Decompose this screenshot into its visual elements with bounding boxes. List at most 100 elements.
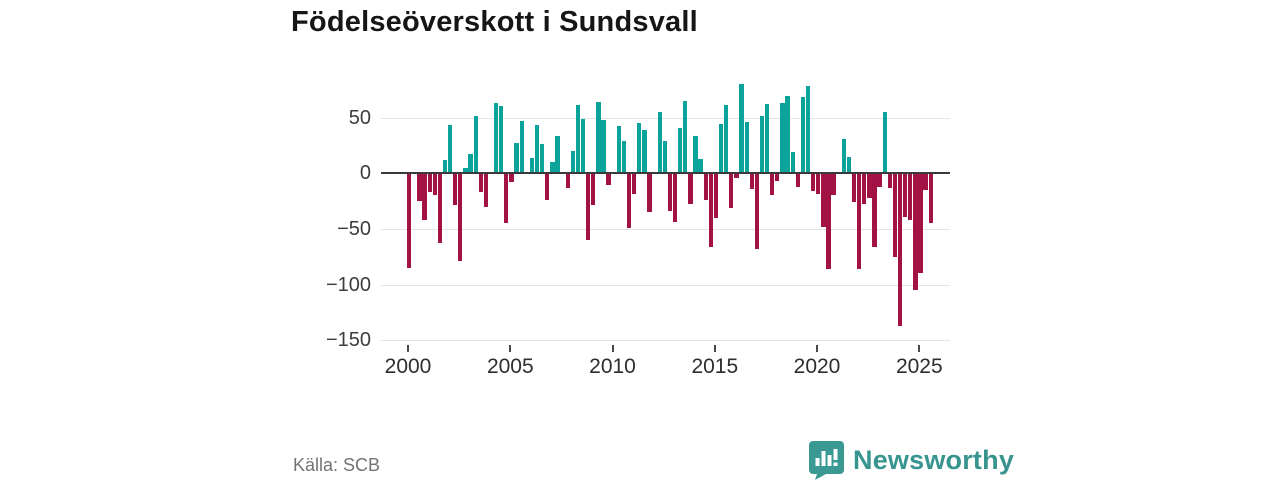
bar-2021-q3 xyxy=(846,156,852,174)
source-note: Källa: SCB xyxy=(293,455,381,475)
bar-2017-q2 xyxy=(759,116,765,174)
bar-2024-q3 xyxy=(908,173,913,220)
x-axis-tick-label: 2020 xyxy=(793,355,841,378)
bar-2019-q3 xyxy=(805,86,811,174)
bar-2023-q3 xyxy=(887,173,892,188)
bar-2024-q2 xyxy=(903,173,908,217)
gridline-y-50 xyxy=(381,228,950,230)
bar-2015-q3 xyxy=(724,105,729,174)
bar-2022-q2 xyxy=(862,173,867,205)
bar-2016-q2 xyxy=(739,84,744,174)
bar-2004-q3 xyxy=(499,106,504,174)
bar-2019-q2 xyxy=(800,97,806,174)
bar-2009-q1 xyxy=(591,173,596,206)
bar-2024-q4 xyxy=(913,173,918,291)
bar-2007-q2 xyxy=(555,136,560,174)
x-axis-tick xyxy=(713,345,716,352)
bar-2017-q1 xyxy=(754,173,760,249)
bar-2016-q3 xyxy=(744,122,749,174)
bar-2019-q1 xyxy=(795,173,800,187)
bar-2014-q1 xyxy=(693,136,698,174)
bar-2020-q1 xyxy=(816,173,821,195)
bar-2006-q2 xyxy=(534,125,540,174)
bar-2011-q2 xyxy=(637,123,642,174)
bar-2001-q4 xyxy=(442,159,448,174)
bar-2005-q2 xyxy=(514,143,519,174)
bar-2000-q3 xyxy=(417,173,422,202)
bar-2012-q3 xyxy=(662,140,668,174)
x-axis-tick xyxy=(611,345,614,352)
gridline-y-100 xyxy=(381,284,950,286)
bar-2021-q4 xyxy=(851,173,857,203)
bar-2001-q3 xyxy=(437,173,443,244)
bar-2003-q1 xyxy=(468,154,473,174)
x-axis-tick-label: 2005 xyxy=(486,355,534,378)
bar-2013-q1 xyxy=(672,173,678,223)
y-axis-tick-label: −50 xyxy=(337,217,371,240)
x-axis-tick xyxy=(407,345,409,352)
bar-2016-q4 xyxy=(749,173,754,189)
bar-2015-q1 xyxy=(713,173,719,218)
bar-2012-q2 xyxy=(657,111,662,174)
y-axis-tick-label: 50 xyxy=(348,106,371,129)
bar-2020-q3 xyxy=(826,173,831,269)
bar-2006-q1 xyxy=(529,157,535,174)
gridline-y50 xyxy=(381,117,950,119)
x-axis-tick xyxy=(816,345,818,352)
x-axis-tick-label: 2010 xyxy=(589,355,636,378)
x-axis-tick-label: 2000 xyxy=(384,355,432,378)
bar-2009-q4 xyxy=(606,173,611,186)
bar-2008-q2 xyxy=(575,105,581,174)
bar-2013-q4 xyxy=(688,173,693,205)
bar-2011-q1 xyxy=(632,173,637,195)
bar-2001-q2 xyxy=(432,173,437,196)
bar-2000-q4 xyxy=(422,173,427,220)
bar-2014-q3 xyxy=(703,173,708,200)
bar-2000-q1 xyxy=(407,173,412,268)
bar-2018-q4 xyxy=(790,152,795,174)
x-axis-tick xyxy=(918,345,921,352)
gridline-y-150 xyxy=(381,340,950,342)
x-axis-tick-label: 2015 xyxy=(691,355,739,378)
bar-2025-q1 xyxy=(918,173,923,274)
bar-2023-q1 xyxy=(877,173,882,187)
bar-2003-q2 xyxy=(473,116,478,174)
bar-2007-q4 xyxy=(565,173,570,188)
bar-2025-q2 xyxy=(923,173,928,190)
bar-2006-q3 xyxy=(539,144,545,174)
bar-2004-q4 xyxy=(504,173,509,224)
bar-2013-q2 xyxy=(678,127,683,174)
bar-2005-q3 xyxy=(519,120,524,174)
bar-2008-q3 xyxy=(580,118,586,174)
bar-2002-q1 xyxy=(447,125,453,174)
y-axis-tick-label: 0 xyxy=(359,162,371,185)
bar-2023-q4 xyxy=(892,173,898,257)
bar-2003-q3 xyxy=(478,173,483,193)
bar-2019-q4 xyxy=(810,173,816,191)
bar-2013-q3 xyxy=(683,100,688,174)
bar-2008-q1 xyxy=(570,150,575,174)
bar-2004-q2 xyxy=(493,103,499,174)
bar-2016-q1 xyxy=(734,173,739,178)
bar-2018-q1 xyxy=(775,173,780,181)
bar-2020-q2 xyxy=(821,173,826,227)
bar-2011-q3 xyxy=(642,129,647,174)
bar-2010-q2 xyxy=(616,126,621,174)
bar-2010-q3 xyxy=(621,140,627,174)
birth-surplus-bar-chart: Födelseöverskott i Sundsvall 50 0 −50 −100 −… xyxy=(291,6,950,378)
bar-2017-q3 xyxy=(764,104,770,174)
bar-2003-q4 xyxy=(483,173,489,207)
y-axis-tick-label: −100 xyxy=(325,273,371,296)
bar-2002-q3 xyxy=(458,173,463,262)
bar-2025-q3 xyxy=(928,173,933,224)
bar-2001-q1 xyxy=(427,173,432,193)
bar-2010-q4 xyxy=(626,173,632,228)
bar-2011-q4 xyxy=(647,173,652,213)
bar-2020-q4 xyxy=(831,173,836,196)
newsworthy-logo: Newsworthy xyxy=(808,440,1014,480)
bar-2009-q2 xyxy=(596,101,601,174)
newsworthy-bubble-icon xyxy=(809,441,844,480)
newsworthy-wordmark: Newsworthy xyxy=(853,444,1015,475)
bar-2009-q3 xyxy=(601,119,606,174)
bar-2018-q3 xyxy=(785,96,790,174)
